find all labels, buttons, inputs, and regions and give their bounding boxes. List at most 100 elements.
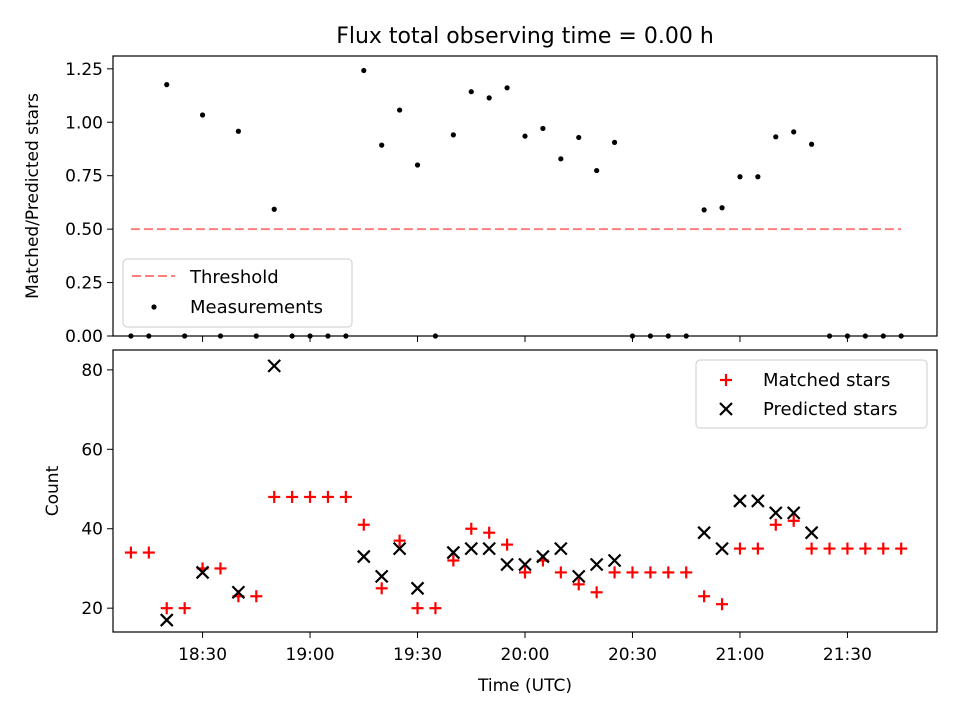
measurement-point — [540, 125, 546, 132]
matched-points — [124, 490, 908, 615]
matched-point — [519, 566, 531, 579]
matched-point — [375, 582, 388, 595]
bottom-y-tick-label: 60 — [81, 440, 103, 460]
legend-threshold-label: Threshold — [189, 267, 279, 288]
x-tick-label: 19:00 — [286, 645, 335, 665]
bottom-y-ticks: 20 40 60 80 — [81, 361, 113, 619]
matched-point — [716, 598, 729, 611]
matched-point — [572, 578, 585, 591]
matched-point — [877, 542, 890, 555]
top-y-tick-label: 1.25 — [65, 60, 103, 80]
predicted-point — [357, 549, 371, 564]
matched-point — [590, 586, 603, 599]
bottom-y-tick-label: 80 — [81, 361, 103, 381]
bottom-panel: 20 40 60 80 18:30 19:00 19:30 20:00 20:30 21:00 2… — [43, 349, 938, 696]
matched-point — [823, 542, 836, 555]
matched-point — [411, 602, 424, 615]
predicted-point — [518, 557, 532, 572]
measurement-point — [361, 67, 367, 74]
top-y-tick-label: 0.50 — [65, 220, 103, 240]
measurement-point — [791, 129, 797, 135]
bottom-legend: Matched stars Predicted stars — [695, 359, 928, 429]
measurement-point — [199, 112, 206, 118]
predicted-point — [410, 581, 425, 596]
matched-point — [465, 522, 478, 535]
matched-point — [626, 566, 639, 579]
matched-point — [429, 602, 442, 615]
matched-point — [554, 566, 567, 579]
top-plot-frame — [112, 55, 938, 337]
matched-point — [698, 590, 711, 603]
matched-point — [447, 554, 460, 567]
x-tick-label: 18:30 — [178, 645, 227, 665]
measurement-point — [164, 82, 170, 88]
measurement-point — [809, 141, 815, 147]
predicted-point — [482, 541, 496, 556]
matched-point — [859, 542, 872, 555]
x-tick-label: 21:00 — [715, 645, 764, 665]
top-y-ticks: 0.00 0.25 0.50 0.75 1.00 1.25 — [65, 60, 848, 347]
measurement-point — [594, 167, 600, 174]
bottom-plot-frame — [112, 349, 938, 633]
x-ticks: 18:30 19:00 19:30 20:00 20:30 21:00 21:30 — [178, 632, 872, 665]
matched-point — [733, 542, 746, 555]
top-legend-box — [122, 258, 353, 328]
matched-point — [268, 490, 281, 503]
predicted-point — [231, 585, 246, 600]
predicted-point — [159, 613, 174, 627]
measurement-point — [773, 134, 779, 140]
x-axis-label: Time (UTC) — [477, 676, 572, 696]
predicted-point — [751, 494, 765, 508]
matched-point — [178, 602, 191, 615]
measurement-point — [450, 132, 456, 138]
matched-point — [321, 490, 334, 503]
matched-point — [357, 518, 370, 531]
predicted-point — [392, 541, 407, 556]
predicted-point — [769, 506, 783, 520]
predicted-point — [589, 557, 604, 572]
matched-point — [644, 566, 657, 579]
matched-point — [680, 566, 693, 579]
predicted-point — [195, 565, 210, 580]
measurement-point — [755, 174, 761, 180]
matched-point — [895, 542, 908, 555]
x-tick-label: 19:30 — [393, 645, 442, 665]
x-tick-label: 21:30 — [823, 645, 872, 665]
predicted-point — [554, 541, 568, 556]
measurement-point — [504, 85, 510, 91]
measurement-point — [379, 142, 385, 148]
top-y-tick-label: 0.00 — [65, 327, 103, 347]
bottom-y-axis-label: Count — [43, 465, 63, 516]
matched-point — [124, 546, 137, 559]
measurement-point — [235, 128, 241, 134]
matched-point — [304, 490, 317, 503]
top-panel: 0.00 0.25 0.50 0.75 1.00 1.25 Matched/Predict… — [23, 55, 938, 347]
bottom-y-tick-label: 40 — [81, 520, 103, 540]
predicted-point — [804, 525, 819, 540]
measurement-point — [719, 205, 725, 211]
x-tick-label: 20:00 — [501, 645, 550, 665]
predicted-point — [374, 569, 389, 584]
measurement-point — [397, 107, 403, 113]
matched-point — [787, 514, 800, 527]
legend-matched-label: Matched stars — [763, 370, 890, 391]
predicted-point — [571, 569, 586, 584]
predicted-point — [733, 494, 747, 508]
measurement-point — [414, 162, 421, 168]
legend-matched-swatch — [720, 374, 732, 386]
predicted-point — [607, 553, 622, 568]
measurement-point — [486, 95, 492, 101]
legend-measurements-swatch — [151, 304, 157, 310]
matched-point — [501, 538, 514, 551]
measurement-point — [558, 156, 564, 162]
matched-point — [805, 542, 818, 555]
top-y-axis-label: Matched/Predicted stars — [23, 93, 43, 299]
top-legend: Threshold Measurements — [122, 258, 353, 328]
matched-point — [662, 566, 675, 579]
predicted-point — [697, 525, 711, 540]
predicted-point — [536, 549, 550, 564]
measurement-point — [737, 174, 743, 180]
measurement-point — [701, 207, 707, 213]
matched-point — [214, 562, 227, 575]
